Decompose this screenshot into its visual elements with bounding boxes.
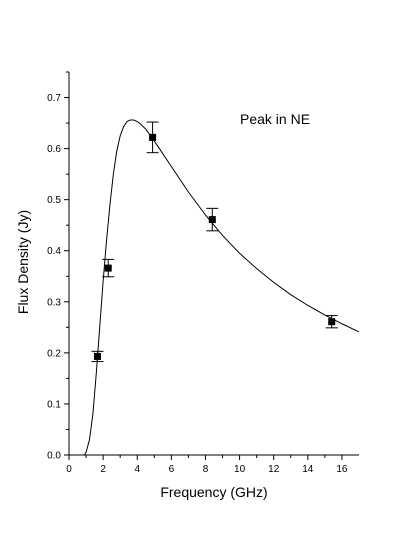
x-tick-label: 6 [169, 464, 175, 475]
y-tick-label: 0.1 [47, 399, 61, 410]
y-tick-label: 0.5 [47, 195, 61, 206]
data-point [208, 216, 216, 224]
x-tick-label: 16 [336, 464, 348, 475]
y-tick-label: 0.3 [47, 297, 61, 308]
x-axis-title: Frequency (GHz) [160, 484, 267, 500]
y-axis-title: Flux Density (Jy) [15, 210, 31, 314]
data-point [93, 352, 101, 360]
ticks: 0 2 4 6 8 10 12 14 16 0.0 0.1 0.2 0.3 0.4 0.5 0.6 0.7 [47, 71, 348, 475]
data-point [149, 133, 157, 141]
fit-curve-layer [83, 119, 360, 456]
annotation-label: Peak in NE [240, 111, 310, 127]
y-tick-label: 0.7 [47, 93, 61, 104]
x-tick-label: 12 [268, 464, 280, 475]
y-tick-label: 0.2 [47, 348, 61, 359]
y-tick-label: 0.4 [47, 246, 61, 257]
x-tick-label: 4 [134, 464, 140, 475]
x-tick-label: 2 [100, 464, 106, 475]
x-tick-label: 0 [66, 464, 72, 475]
fit-curve [83, 119, 360, 456]
y-tick-label: 0.6 [47, 144, 61, 155]
x-tick-label: 10 [234, 464, 246, 475]
data-point [328, 318, 336, 326]
x-tick-label: 8 [203, 464, 209, 475]
axes [68, 72, 359, 456]
x-tick-label: 14 [302, 464, 314, 475]
data-point [104, 264, 112, 272]
y-tick-label: 0.0 [47, 451, 61, 462]
data-points-layer [91, 121, 338, 363]
